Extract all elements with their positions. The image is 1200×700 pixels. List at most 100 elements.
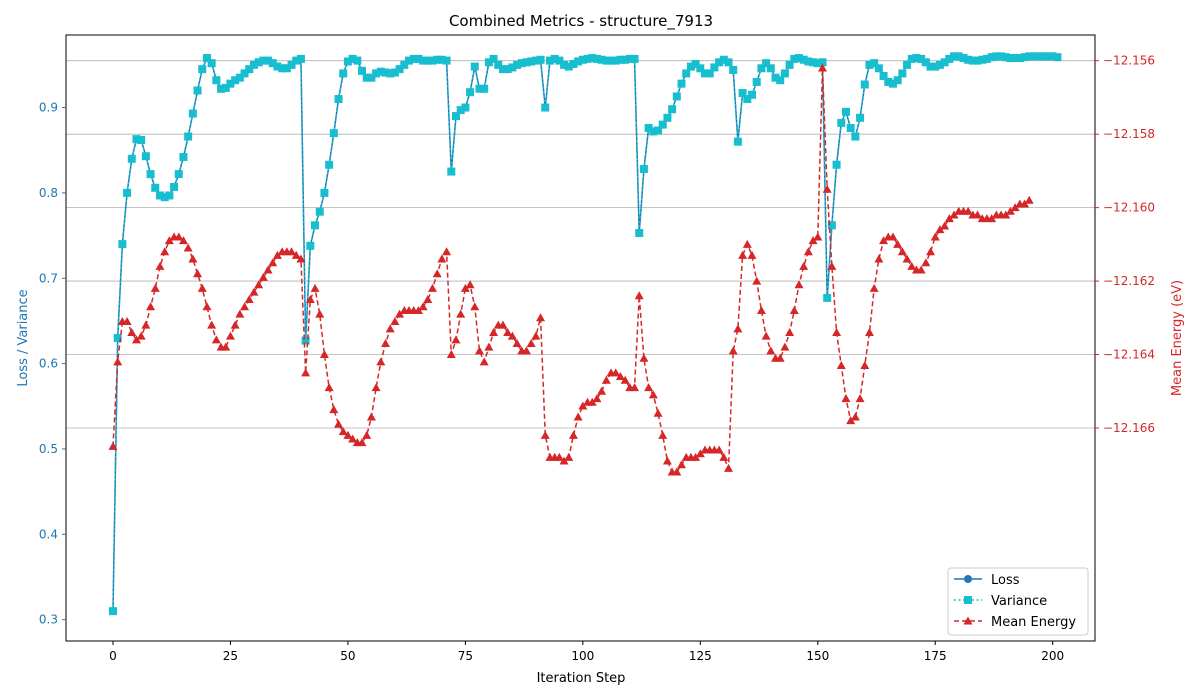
mean-energy-point-121	[677, 460, 687, 469]
variance-point-185	[978, 55, 987, 64]
variance-point-68	[428, 56, 437, 65]
variance-point-198	[1039, 52, 1048, 61]
mean-energy-point-148	[803, 247, 813, 256]
variance-point-36	[278, 64, 287, 73]
mean-energy-point-159	[855, 394, 865, 403]
mean-energy-point-118	[662, 456, 672, 465]
variance-point-42	[306, 241, 315, 250]
variance-point-149	[809, 58, 818, 67]
variance-point-22	[212, 76, 221, 85]
variance-point-127	[705, 69, 714, 78]
variance-point-50	[343, 57, 352, 66]
mean-energy-point-131	[724, 463, 734, 472]
y-left-tick-label-3: 0.6	[39, 357, 58, 371]
variance-point-200	[1048, 52, 1057, 61]
mean-energy-point-80	[484, 342, 494, 351]
variance-point-116	[654, 126, 663, 135]
variance-point-193	[1015, 54, 1024, 63]
mean-energy-point-92	[540, 430, 550, 439]
mean-energy-point-109	[620, 375, 630, 384]
variance-point-74	[456, 106, 465, 115]
mean-energy-point-150	[813, 232, 823, 241]
mean-energy-point-4	[127, 327, 137, 336]
y-right-tick-label-3: −12.160	[1103, 201, 1155, 215]
mean-energy-point-38	[287, 247, 297, 256]
mean-energy-point-72	[446, 350, 456, 359]
mean-energy-point-125	[695, 449, 705, 458]
variance-point-201	[1053, 53, 1062, 62]
mean-energy-point-1	[113, 357, 123, 366]
mean-energy-point-130	[719, 452, 729, 461]
mean-energy-point-41	[301, 368, 311, 377]
mean-energy-point-174	[926, 247, 936, 256]
variance-point-58	[381, 68, 390, 77]
variance-point-113	[639, 165, 648, 173]
mean-energy-point-65	[413, 305, 423, 314]
mean-energy-point-114	[644, 383, 654, 392]
mean-energy-point-20	[202, 302, 212, 311]
variance-point-6	[137, 135, 146, 144]
variance-point-23	[217, 84, 226, 93]
variance-point-102	[588, 54, 597, 63]
mean-energy-point-21	[207, 320, 217, 329]
variance-point-87	[517, 59, 526, 68]
mean-energy-point-155	[836, 361, 846, 370]
variance-point-129	[715, 58, 724, 67]
variance-point-11	[160, 193, 169, 202]
mean-energy-point-117	[658, 430, 668, 439]
variance-point-14	[174, 170, 183, 179]
mean-energy-point-58	[381, 339, 391, 348]
legend: Loss Variance Mean Energy	[947, 567, 1089, 636]
mean-energy-point-169	[902, 254, 912, 263]
variance-point-29	[245, 65, 254, 74]
variance-point-51	[348, 54, 357, 63]
mean-energy-point-43	[310, 283, 320, 292]
mean-energy-point-115	[648, 390, 658, 399]
variance-point-78	[475, 84, 484, 93]
mean-energy-point-191	[1005, 206, 1015, 215]
variance-point-46	[325, 160, 334, 169]
variance-point-96	[560, 60, 569, 69]
variance-point-8	[146, 170, 155, 179]
variance-point-141	[771, 73, 780, 82]
variance-point-67	[423, 56, 432, 65]
mean-energy-point-31	[254, 280, 264, 289]
mean-energy-point-107	[611, 368, 621, 377]
mean-energy-point-136	[747, 250, 757, 259]
y-left-tick-label-1: 0.4	[39, 527, 58, 541]
variance-point-180	[954, 52, 963, 61]
mean-energy-point-60	[390, 316, 400, 325]
variance-point-143	[780, 69, 789, 78]
variance-point-97	[564, 62, 573, 71]
variance-point-44	[315, 207, 324, 216]
variance-point-137	[752, 77, 761, 86]
variance-point-59	[386, 69, 395, 78]
variance-point-134	[738, 89, 747, 98]
variance-point-65	[414, 54, 423, 63]
variance-point-77	[470, 62, 479, 71]
legend-label-loss: Loss	[991, 573, 1020, 588]
mean-energy-point-156	[841, 394, 851, 403]
variance-point-112	[635, 229, 644, 238]
variance-point-176	[935, 60, 944, 69]
variance-point-17	[188, 109, 197, 118]
y-left-tick-label-6: 0.9	[39, 101, 58, 115]
mean-energy-point-28	[240, 302, 250, 311]
variance-point-153	[827, 221, 836, 230]
mean-energy-point-113	[639, 353, 649, 362]
mean-energy-point-144	[785, 327, 795, 336]
variance-point-122	[682, 69, 691, 78]
mean-energy-point-5	[131, 335, 141, 344]
mean-energy-point-91	[536, 313, 546, 322]
variance-point-95	[555, 56, 564, 65]
variance-point-179	[950, 52, 959, 61]
variance-point-152	[823, 293, 832, 302]
variance-point-41	[301, 336, 310, 345]
variance-point-150	[813, 59, 822, 68]
variance-point-28	[240, 69, 249, 78]
mean-energy-point-158	[850, 412, 860, 421]
variance-point-3	[123, 188, 132, 197]
x-tick-label-0: 0	[109, 649, 117, 663]
variance-point-83	[498, 65, 507, 74]
variance-point-70	[437, 55, 446, 64]
